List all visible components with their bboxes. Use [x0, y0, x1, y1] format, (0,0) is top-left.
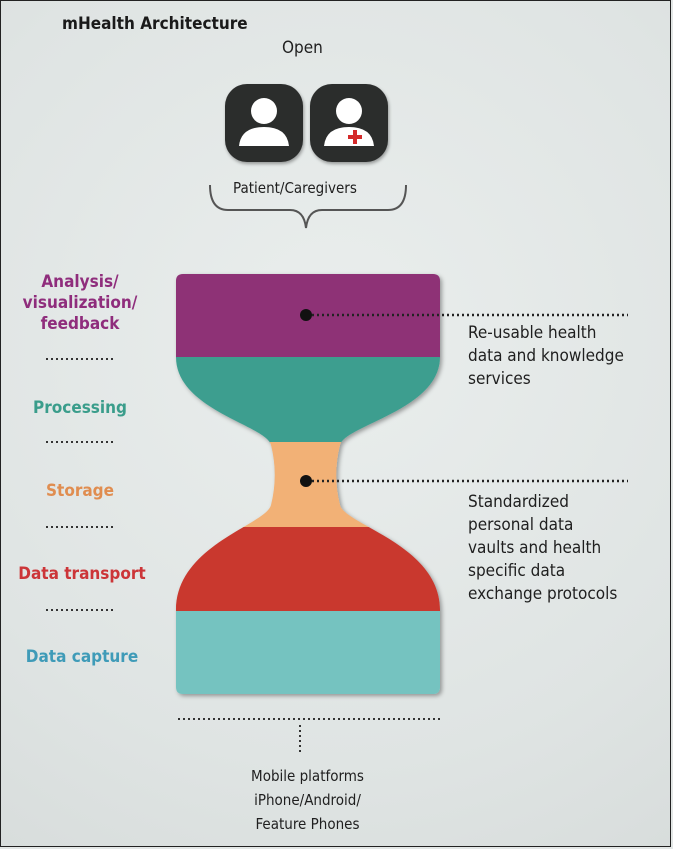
data-capture-label: Data capture	[25, 647, 139, 667]
services-connector-dot	[300, 309, 312, 321]
open-label: Open	[282, 38, 323, 58]
patient-caregivers-label: Patient/Caregivers	[233, 179, 357, 197]
users-brace	[209, 184, 407, 229]
patient-icon	[225, 84, 303, 162]
storage-label: Storage	[45, 481, 115, 501]
data-transport-label: Data transport	[18, 564, 146, 584]
transport-layer	[176, 527, 440, 612]
vaults-connector-dot	[300, 475, 312, 487]
mobile-platforms-label: Mobile platforms iPhone/Android/ Feature…	[251, 767, 364, 833]
processing-layer	[176, 357, 440, 443]
diagram-title: mHealth Architecture	[62, 14, 248, 34]
services-annotation: Re-usable health data and knowledge serv…	[468, 323, 624, 389]
caregiver-icon	[310, 84, 388, 162]
processing-label: Processing	[33, 398, 127, 418]
capture-layer	[176, 611, 440, 694]
analysis-label: Analysis/ visualization/ feedback	[22, 272, 138, 334]
vaults-annotation: Standardized personal data vaults and he…	[468, 492, 618, 604]
